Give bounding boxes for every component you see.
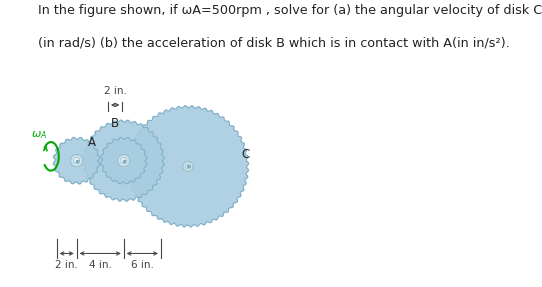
Polygon shape bbox=[127, 106, 249, 227]
Polygon shape bbox=[121, 158, 127, 164]
Text: 2 in.: 2 in. bbox=[104, 86, 127, 96]
Polygon shape bbox=[53, 137, 100, 184]
Polygon shape bbox=[100, 137, 147, 184]
Polygon shape bbox=[70, 154, 83, 167]
Text: 4 in.: 4 in. bbox=[89, 260, 112, 270]
Text: $\omega_A$: $\omega_A$ bbox=[31, 129, 48, 141]
Text: (in rad/s) (b) the acceleration of disk B which is in contact with A(in in/s²).: (in rad/s) (b) the acceleration of disk … bbox=[38, 36, 510, 49]
Polygon shape bbox=[118, 154, 130, 167]
Text: B: B bbox=[111, 117, 119, 130]
Text: C: C bbox=[241, 148, 249, 161]
Text: 6 in.: 6 in. bbox=[131, 260, 154, 270]
Text: A: A bbox=[88, 135, 96, 149]
Polygon shape bbox=[74, 158, 80, 164]
Polygon shape bbox=[185, 164, 191, 169]
Text: 2 in.: 2 in. bbox=[55, 260, 78, 270]
Polygon shape bbox=[83, 120, 164, 201]
Polygon shape bbox=[183, 161, 193, 172]
Text: In the figure shown, if ωA=500rpm , solve for (a) the angular velocity of disk C: In the figure shown, if ωA=500rpm , solv… bbox=[38, 3, 542, 17]
